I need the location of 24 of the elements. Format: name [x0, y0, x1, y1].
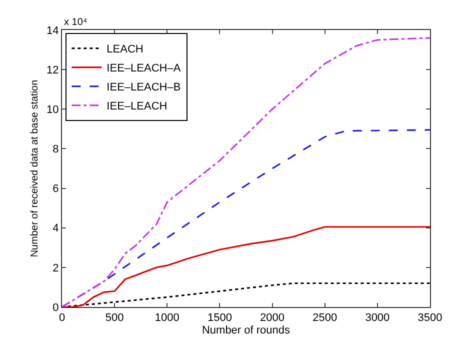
x-tick-label: 500 — [105, 312, 124, 324]
y-tick-label: 0 — [52, 302, 59, 314]
y-tick-label: 10 — [46, 104, 59, 116]
line-series — [62, 37, 430, 307]
y-tick-label: 8 — [52, 144, 59, 156]
x-axis-title: Number of rounds — [202, 324, 291, 336]
y-tick-label: 4 — [52, 222, 59, 235]
x-tick-label: 1000 — [154, 312, 180, 324]
text: x 10⁴ — [64, 17, 88, 28]
y-tick-label: 12 — [46, 64, 59, 76]
x-tick-label: 2000 — [260, 312, 285, 324]
x-tick-label: 3500 — [418, 312, 442, 324]
legend-label: IEE–LEACH–A — [106, 62, 182, 75]
line-series — [62, 226, 430, 307]
x-tick-label: 2500 — [312, 312, 338, 324]
x-tick-label: 3000 — [365, 312, 390, 324]
legend-label: IEE–LEACH — [106, 100, 168, 113]
legend-label: LEACH — [106, 44, 144, 56]
y-tick-label: 14 — [46, 24, 59, 37]
y-axis-title: Number of received data at base station — [30, 80, 41, 258]
y-tick-label: 6 — [52, 183, 59, 196]
legend-label: IEE–LEACH–B — [106, 82, 181, 94]
y-tick-label: 2 — [52, 262, 59, 274]
x-tick-label: 1500 — [207, 312, 232, 324]
